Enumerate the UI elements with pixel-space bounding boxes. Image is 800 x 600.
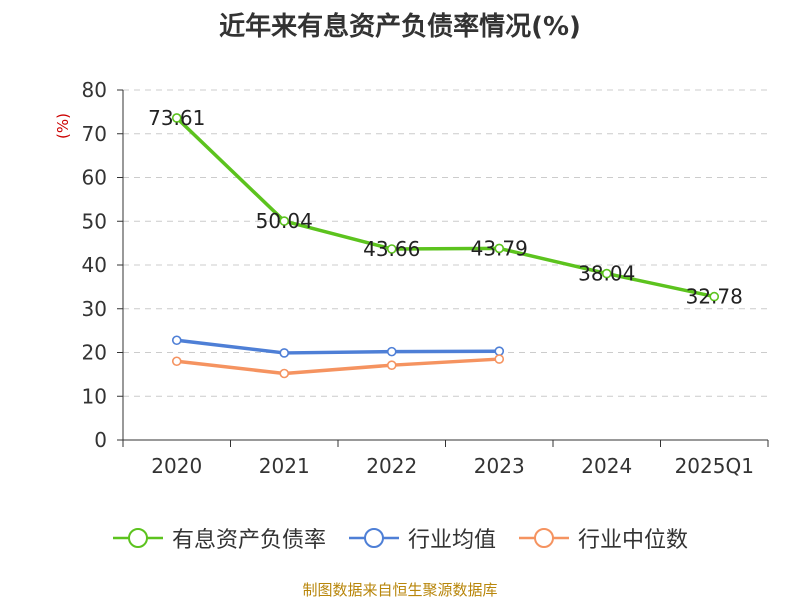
data-label: 50.04 (256, 209, 313, 233)
source-note: 制图数据来自恒生聚源数据库 (302, 581, 498, 599)
x-tick-label: 2023 (474, 454, 525, 478)
data-label: 38.04 (578, 262, 635, 286)
x-tick-label: 2022 (366, 454, 417, 478)
data-point (386, 360, 397, 370)
legend-item[interactable]: 行业均值 (348, 522, 496, 554)
data-point (171, 335, 182, 346)
data-point (279, 216, 290, 226)
data-point (279, 348, 290, 358)
x-tick-label: 2021 (259, 454, 310, 478)
y-tick-label: 20 (82, 341, 107, 365)
legend-line-circle-icon (519, 528, 569, 548)
data-label: 73.61 (148, 106, 205, 130)
data-labels: 73.61 50.04 43.66 43.79 38.04 32.78 (148, 106, 743, 309)
data-point (386, 346, 397, 357)
series-line (175, 116, 715, 299)
data-label: 43.79 (471, 236, 528, 260)
axes: 0 10 20 30 40 50 60 70 80 2020 2021 2022 2023 2024 202… (82, 78, 769, 478)
y-tick-label: 70 (82, 122, 107, 146)
legend: 有息资产负债率 行业均值 行业中位数 (0, 522, 800, 554)
y-tick-label: 60 (82, 166, 107, 190)
legend-label: 行业均值 (407, 528, 496, 553)
data-point (494, 354, 505, 364)
x-tick-label: 2020 (151, 454, 202, 478)
data-label: 32.78 (686, 285, 743, 309)
data-point (601, 268, 612, 279)
legend-label: 行业中位数 (578, 528, 689, 553)
data-point (494, 243, 505, 254)
data-point (386, 244, 397, 254)
y-tick-label: 0 (94, 428, 107, 452)
series-line (176, 357, 500, 376)
legend-item[interactable]: 有息资产负债率 (112, 522, 326, 554)
y-tick-label: 50 (82, 209, 107, 233)
x-tick-label: 2024 (581, 454, 632, 478)
data-label: 43.66 (363, 237, 420, 261)
legend-item[interactable]: 行业中位数 (518, 522, 688, 554)
series-line (176, 338, 500, 355)
legend-line-circle-icon (112, 528, 163, 548)
y-tick-label: 30 (82, 297, 107, 321)
y-axis-label: (%) (54, 113, 72, 139)
y-tick-label: 40 (82, 253, 107, 277)
y-tick-label: 80 (82, 78, 107, 102)
data-point (171, 356, 182, 367)
data-point (279, 368, 290, 379)
chart-title: 近年来有息资产负债率情况(%) (219, 12, 581, 42)
legend-label: 有息资产负债率 (171, 528, 326, 553)
x-tick-label: 2025Q1 (675, 454, 754, 478)
data-point (171, 113, 182, 123)
series (171, 113, 720, 379)
legend-line-circle-icon (348, 528, 399, 548)
data-point (494, 346, 505, 356)
y-tick-label: 10 (82, 384, 107, 408)
data-point (709, 291, 720, 302)
